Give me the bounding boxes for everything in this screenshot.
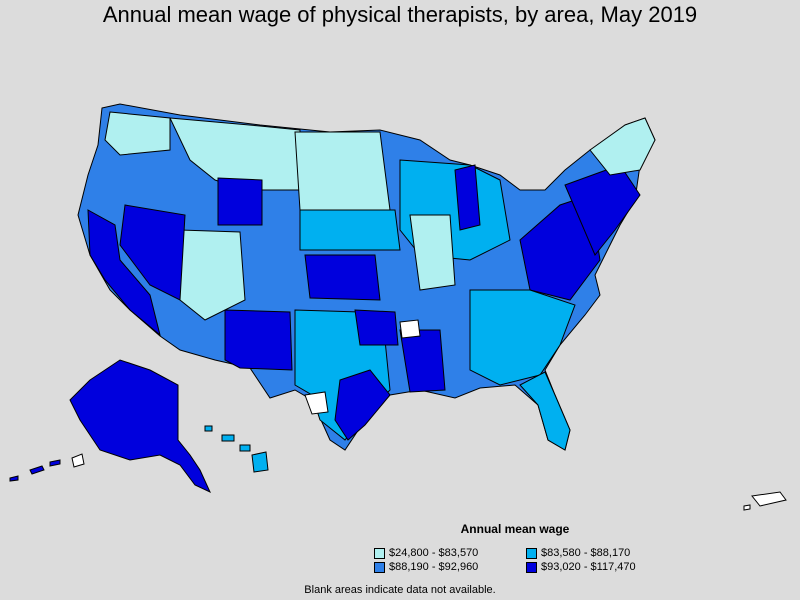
region-kansas-dark [304, 254, 381, 301]
legend-swatch-4 [526, 561, 537, 573]
region-southeast-mixed [469, 289, 576, 386]
region-illinois-light [409, 214, 456, 291]
legend-item-1: $24,800 - $83,570 [374, 547, 478, 559]
map-title: Annual mean wage of physical therapists,… [102, 2, 698, 27]
region-mississippi-dark [399, 329, 446, 393]
footnote: Blank areas indicate data not available. [304, 584, 496, 596]
region-michigan-dark [454, 164, 481, 231]
hawaii-island-1 [204, 425, 213, 432]
region-new-mexico-dark [224, 309, 293, 371]
legend-label-1: $24,800 - $83,570 [389, 547, 479, 559]
region-dakotas [294, 131, 391, 211]
legend-item-4: $93,020 - $117,470 [526, 561, 636, 573]
alaska-blank-area [71, 453, 85, 468]
hawaii-island-3 [239, 444, 251, 452]
legend-swatch-1 [374, 547, 385, 559]
region-nebraska-kansas [299, 209, 401, 251]
hawaii-island-2 [221, 434, 235, 442]
aleutian-islands [9, 459, 61, 482]
region-nevada-dark [119, 204, 186, 301]
legend-label-2: $83,580 - $88,170 [541, 547, 631, 559]
region-florida [519, 371, 571, 451]
alaska [9, 359, 212, 494]
legend-swatch-2 [526, 547, 537, 559]
territories [743, 491, 787, 511]
legend-item-2: $83,580 - $88,170 [526, 547, 630, 559]
region-arkansas-blank [399, 319, 421, 339]
legend-item-3: $88,190 - $92,960 [374, 561, 478, 573]
region-california-dark [87, 209, 161, 337]
legend-label-4: $93,020 - $117,470 [541, 561, 636, 573]
region-northwest-light [104, 111, 171, 156]
region-northern-rockies [169, 117, 301, 191]
region-west-texas-blank [304, 391, 329, 415]
legend-title: Annual mean wage [460, 522, 570, 536]
region-east-texas-dark [334, 369, 391, 441]
hawaii [204, 425, 269, 473]
region-new-england-light [589, 117, 656, 176]
virgin-islands [743, 504, 751, 511]
legend-label-3: $88,190 - $92,960 [389, 561, 479, 573]
contiguous-us [77, 103, 656, 451]
puerto-rico [751, 491, 787, 507]
legend-swatch-3 [374, 561, 385, 573]
region-wyoming-dark [217, 177, 263, 226]
hawaii-island-4 [251, 451, 269, 473]
alaska-shape [69, 359, 212, 494]
region-oklahoma-dark [354, 309, 399, 346]
